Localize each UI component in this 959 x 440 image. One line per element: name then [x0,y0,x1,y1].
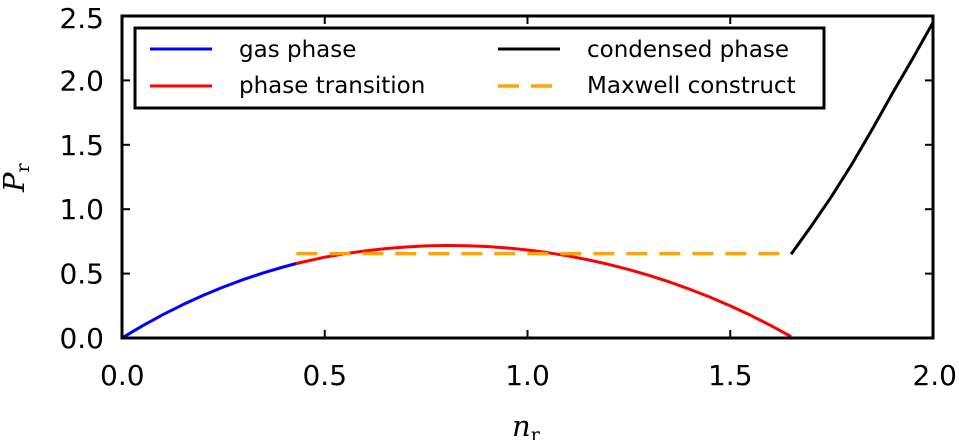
y-axis-label: Pr [0,162,34,193]
x-axis-label-main: n [512,409,531,440]
legend: gas phase phase transition condensed pha… [133,26,826,110]
x-axis-label: nr [512,409,541,440]
y-tick-label-5: 2.5 [59,2,104,35]
legend-label-phase-transition: phase transition [239,73,425,99]
x-tick-label-0: 0.0 [100,359,145,392]
y-tick-label-0: 0.0 [59,322,104,355]
series-layer [121,21,935,340]
x-tick-label-3: 1.5 [708,359,753,392]
y-axis-label-sub: r [12,162,34,172]
x-tick-label-2: 1.0 [505,359,550,392]
y-tick-label-4: 2.0 [59,64,104,97]
y-tick-label-2: 1.0 [59,193,104,226]
series-line-condensed-phase [789,21,935,256]
x-tick-label-4: 2.0 [912,359,957,392]
legend-label-gas-phase: gas phase [239,37,356,63]
series-line-phase-transition [296,244,792,338]
legend-label-maxwell-construct: Maxwell construct [587,73,796,99]
y-tick-label-1: 0.5 [59,258,104,291]
legend-label-condensed-phase: condensed phase [587,37,789,63]
x-tick-label-1: 0.5 [302,359,347,392]
y-tick-label-3: 1.5 [59,129,104,162]
y-axis-label-main: P [0,172,31,193]
x-axis-label-sub: r [531,424,541,440]
series-line-gas-phase [121,262,297,340]
legend-box [133,26,826,110]
ticks-layer: 0.0 0.5 1.0 1.5 2.0 0.0 0.5 1.0 1.5 2.0 2.5 [59,2,957,392]
